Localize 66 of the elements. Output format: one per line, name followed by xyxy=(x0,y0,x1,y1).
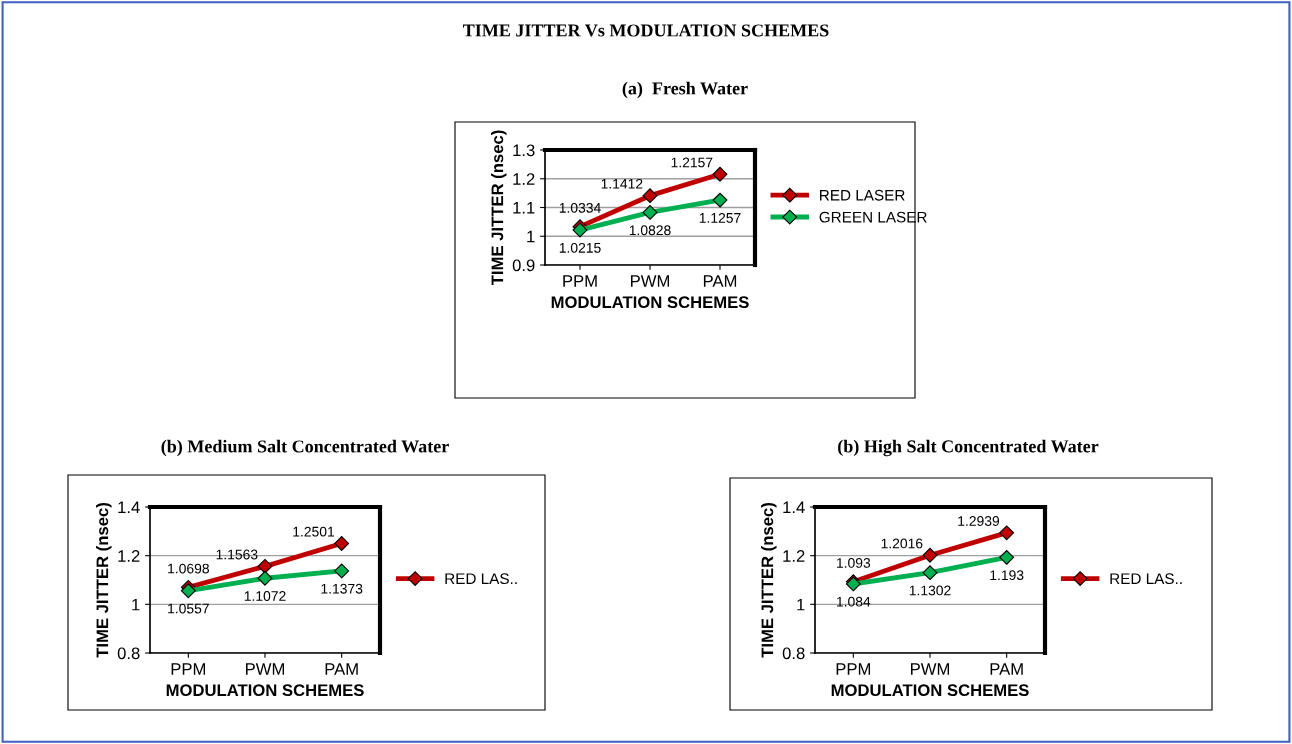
y-tick-label: 1 xyxy=(527,230,535,243)
point xyxy=(642,205,658,220)
y-tick-label: 1.2 xyxy=(118,550,140,562)
point xyxy=(180,583,196,599)
y-axis-title: TIME JITTER (nsec) xyxy=(96,503,112,658)
chart-subtitle: (a) Fresh Water xyxy=(622,81,748,99)
data-label: 1.0215 xyxy=(559,242,601,253)
x-tick-label: PWM xyxy=(246,663,284,675)
legend-label: RED LASER xyxy=(820,189,905,201)
data-label: 1.1563 xyxy=(216,549,258,560)
data-label: 1.1302 xyxy=(909,585,951,596)
data-label: 1.0334 xyxy=(559,202,601,213)
legend-label: RED LAS.. xyxy=(1110,573,1182,585)
data-label: 1.2501 xyxy=(293,526,335,537)
y-tick-label: 1.4 xyxy=(118,501,140,514)
data-label: 1.2939 xyxy=(958,516,1000,526)
point xyxy=(922,565,938,581)
y-tick-label: 0.8 xyxy=(782,647,805,660)
x-axis-title: MODULATION SCHEMES xyxy=(166,684,364,697)
data-label: 1.1257 xyxy=(699,212,741,223)
x-tick-label: PWM xyxy=(911,663,949,675)
x-tick-label: PAM xyxy=(325,663,358,675)
chart-title: (b) Medium Salt Concentrated Water xyxy=(161,439,449,457)
x-tick-label: PPM xyxy=(563,275,597,287)
x-tick-label: PWM xyxy=(631,275,669,287)
data-label: 1.084 xyxy=(837,596,871,607)
chart-title: (b) High Salt Concentrated Water xyxy=(838,439,1099,457)
y-tick-label: 0.9 xyxy=(512,259,535,272)
x-axis-title: MODULATION SCHEMES xyxy=(831,684,1029,697)
data-label: 1.0698 xyxy=(168,563,209,574)
data-label: 1.193 xyxy=(990,570,1024,581)
x-tick-label: PPM xyxy=(171,663,206,675)
y-axis-title: TIME JITTER (nsec) xyxy=(491,130,507,286)
x-tick-label: PAM xyxy=(990,663,1023,675)
x-tick-label: PAM xyxy=(703,275,737,287)
point xyxy=(922,547,938,563)
data-label: 1.093 xyxy=(837,558,871,568)
point xyxy=(257,570,273,586)
y-tick-label: 1.2 xyxy=(783,550,805,562)
point xyxy=(999,549,1015,565)
y-axis-title: TIME JITTER (nsec) xyxy=(761,503,777,658)
chart-title: TIME JITTER Vs MODULATION SCHEMES xyxy=(463,24,829,37)
y-tick-label: 0.8 xyxy=(117,647,140,660)
point xyxy=(999,525,1015,541)
point xyxy=(712,166,728,182)
x-axis-title: MODULATION SCHEMES xyxy=(551,296,749,309)
data-label: 1.1072 xyxy=(244,591,286,601)
data-label: 1.1412 xyxy=(601,178,643,189)
y-tick-label: 1.2 xyxy=(513,173,535,185)
data-label: 1.0557 xyxy=(168,603,209,614)
y-tick-label: 1.1 xyxy=(513,202,535,214)
data-label: 1.2157 xyxy=(671,157,713,168)
point xyxy=(642,188,658,204)
x-tick-label: PPM xyxy=(836,663,871,675)
point xyxy=(712,192,728,208)
y-tick-label: 1 xyxy=(797,598,805,611)
point xyxy=(334,536,350,551)
y-tick-label: 1.4 xyxy=(783,501,805,514)
point xyxy=(334,563,350,579)
data-label: 1.1373 xyxy=(321,583,363,594)
data-label: 1.2016 xyxy=(881,538,923,549)
y-tick-label: 1 xyxy=(132,598,140,611)
point xyxy=(257,558,273,574)
legend-label: RED LAS.. xyxy=(445,573,517,585)
data-label: 1.0828 xyxy=(629,225,671,236)
y-tick-label: 1.3 xyxy=(513,144,535,157)
